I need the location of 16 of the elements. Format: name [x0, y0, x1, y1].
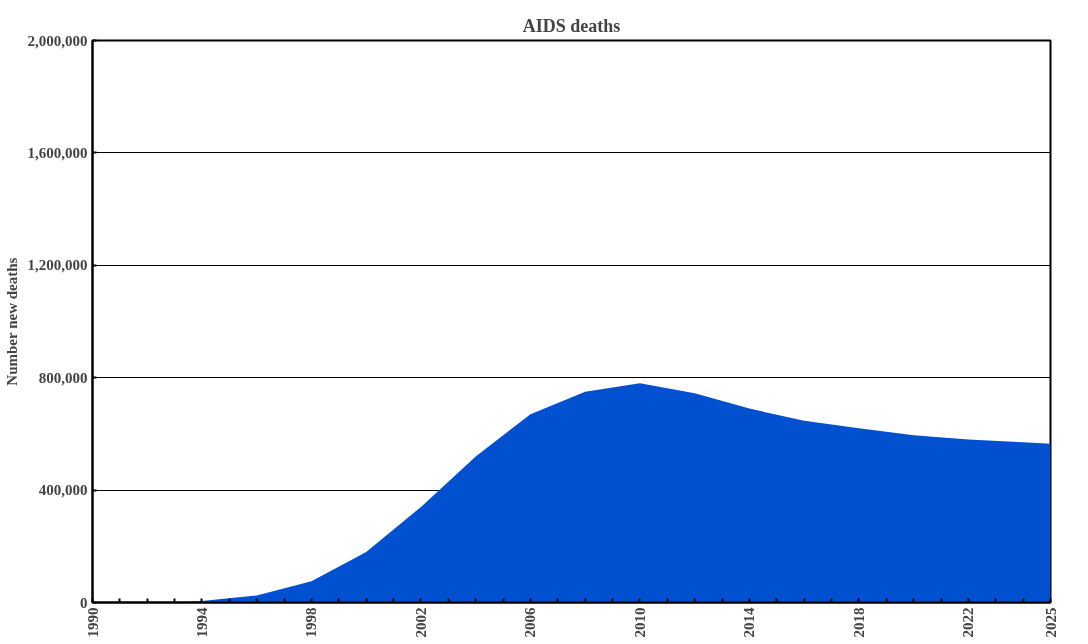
- x-tick-label: 2010: [631, 607, 648, 638]
- x-tick-label: 2018: [850, 607, 867, 638]
- x-tick-label: 1994: [193, 607, 210, 638]
- y-tick-label: 400,000: [38, 482, 88, 499]
- x-tick-label: 1998: [303, 607, 320, 638]
- x-tick-label: 2014: [741, 607, 758, 638]
- x-tick-label: 2002: [412, 607, 429, 638]
- y-axis-title: Number new deaths: [3, 257, 20, 386]
- y-tick-label: 800,000: [38, 369, 88, 386]
- y-tick-label: 1,200,000: [27, 257, 88, 274]
- chart-title: AIDS deaths: [522, 15, 621, 36]
- y-tick-label: 2,000,000: [27, 32, 88, 49]
- y-tick-label: 1,600,000: [27, 144, 88, 161]
- x-tick-label: 2022: [960, 607, 977, 638]
- x-tick-label: 2025: [1042, 607, 1059, 638]
- x-tick-label: 2006: [522, 607, 539, 638]
